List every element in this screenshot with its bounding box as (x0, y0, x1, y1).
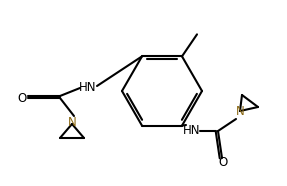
Text: O: O (218, 156, 228, 169)
Text: O: O (18, 92, 27, 105)
Text: HN: HN (79, 81, 97, 94)
Text: N: N (236, 105, 244, 118)
Text: N: N (68, 116, 76, 129)
Text: HN: HN (183, 124, 201, 137)
